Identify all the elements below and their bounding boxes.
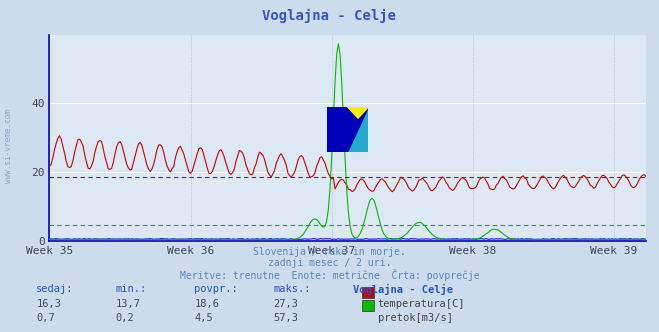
Text: 57,3: 57,3: [273, 313, 299, 323]
Bar: [327, 107, 348, 152]
Text: temperatura[C]: temperatura[C]: [378, 299, 465, 309]
Text: www.si-vreme.com: www.si-vreme.com: [4, 109, 13, 183]
Text: pretok[m3/s]: pretok[m3/s]: [378, 313, 453, 323]
Text: Slovenija / reke in morje.: Slovenija / reke in morje.: [253, 247, 406, 257]
Polygon shape: [348, 107, 368, 152]
Polygon shape: [348, 107, 368, 152]
Text: Voglajna - Celje: Voglajna - Celje: [353, 284, 453, 295]
Polygon shape: [348, 129, 368, 152]
Text: maks.:: maks.:: [273, 284, 311, 294]
Text: min.:: min.:: [115, 284, 146, 294]
Text: 0,2: 0,2: [115, 313, 134, 323]
Text: Voglajna - Celje: Voglajna - Celje: [262, 9, 397, 24]
Polygon shape: [348, 107, 368, 118]
Text: sedaj:: sedaj:: [36, 284, 74, 294]
Text: zadnji mesec / 2 uri.: zadnji mesec / 2 uri.: [268, 258, 391, 268]
Text: Meritve: trenutne  Enote: metrične  Črta: povprečje: Meritve: trenutne Enote: metrične Črta: …: [180, 269, 479, 281]
Text: 18,6: 18,6: [194, 299, 219, 309]
Text: povpr.:: povpr.:: [194, 284, 238, 294]
Text: 27,3: 27,3: [273, 299, 299, 309]
Text: 4,5: 4,5: [194, 313, 213, 323]
Text: 13,7: 13,7: [115, 299, 140, 309]
Text: 0,7: 0,7: [36, 313, 55, 323]
Text: 16,3: 16,3: [36, 299, 61, 309]
